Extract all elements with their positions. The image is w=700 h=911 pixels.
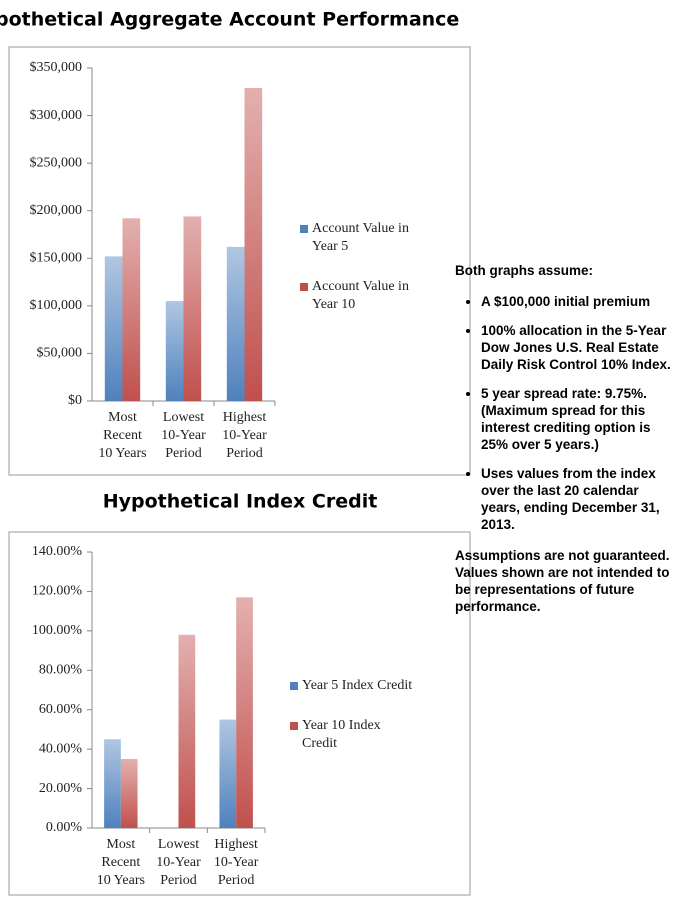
chart-title: Hypothetical Index Credit <box>103 491 378 513</box>
note-bullet: 5 year spread rate: 9.75%. (Maximum spre… <box>481 385 680 453</box>
legend-swatch <box>300 283 308 291</box>
x-tick-label-line: Most <box>106 837 135 852</box>
y-tick-label: 0.00% <box>46 820 83 835</box>
legend-item: Year 5 Index Credit <box>290 677 415 695</box>
x-tick-label-line: Period <box>165 446 202 461</box>
y-tick-label: 80.00% <box>39 663 83 678</box>
x-tick-label-line: Lowest <box>163 410 204 425</box>
legend-label: Account Value in Year 5 <box>312 221 409 254</box>
legend-swatch <box>290 682 298 690</box>
x-tick-label: Highest 10-Year Period <box>222 410 267 461</box>
legend-label: Year 10 Index Credit <box>302 718 381 751</box>
notes: Both graphs assume: A $100,000 initial p… <box>455 262 680 615</box>
legend-item: Account Value in Year 10 <box>300 278 425 314</box>
y-tick-label: $0 <box>68 393 82 408</box>
y-tick-label: $150,000 <box>30 251 83 266</box>
legend-label: Account Value in Year 10 <box>312 279 409 312</box>
x-tick-label-line: 10 Years <box>97 873 145 888</box>
bar <box>178 634 196 828</box>
y-tick-label: 40.00% <box>39 741 83 756</box>
bar <box>165 301 184 401</box>
legend-item: Account Value in Year 5 <box>300 220 425 256</box>
y-tick-label: $200,000 <box>30 203 83 218</box>
x-tick-label-line: Period <box>226 446 263 461</box>
y-tick-label: 100.00% <box>32 623 83 638</box>
x-tick-label-line: Highest <box>214 837 258 852</box>
x-tick-label: Lowest 10-Year Period <box>156 837 201 888</box>
x-tick-label: Lowest 10-Year Period <box>161 410 206 461</box>
x-tick-label-line: Recent <box>101 855 140 870</box>
chart-frame <box>8 46 471 476</box>
y-tick-label: $50,000 <box>37 346 83 361</box>
bar <box>122 218 141 401</box>
bar <box>226 246 245 401</box>
legend-swatch <box>290 722 298 730</box>
legend-swatch <box>300 225 308 233</box>
y-tick-label: $250,000 <box>30 155 83 170</box>
y-tick-label: 140.00% <box>32 544 83 559</box>
x-tick-label: Highest 10-Year Period <box>214 837 259 888</box>
notes-list: A $100,000 initial premium 100% allocatio… <box>455 293 680 533</box>
x-tick-label-line: Period <box>160 873 197 888</box>
y-tick-label: $100,000 <box>30 298 83 313</box>
x-tick-label: Most Recent 10 Years <box>98 410 146 461</box>
bar <box>104 739 121 828</box>
bar <box>104 256 123 401</box>
bar <box>120 759 138 828</box>
note-bullet: Uses values from the index over the last… <box>481 465 680 533</box>
x-tick-label-line: Period <box>218 873 255 888</box>
chart-title: Hypothetical Aggregate Account Performan… <box>0 9 459 31</box>
legend: Year 5 Index Credit Year 10 Index Credit <box>290 677 415 775</box>
y-tick-label: 120.00% <box>32 584 83 599</box>
legend: Account Value in Year 5 Account Value in … <box>300 220 425 336</box>
note-bullet: A $100,000 initial premium <box>481 293 680 310</box>
x-tick-label-line: 10-Year <box>156 855 201 870</box>
x-tick-label-line: 10 Years <box>98 446 146 461</box>
x-tick-label: Most Recent 10 Years <box>97 837 145 888</box>
chart-frame <box>8 531 471 896</box>
notes-heading: Both graphs assume: <box>455 263 594 278</box>
bar <box>183 216 202 401</box>
bar <box>244 87 263 401</box>
notes-footer: Assumptions are not guaranteed. Values s… <box>455 548 670 614</box>
x-tick-label-line: Recent <box>103 428 142 443</box>
x-tick-label-line: Highest <box>223 410 267 425</box>
legend-item: Year 10 Index Credit <box>290 717 415 753</box>
y-tick-label: 60.00% <box>39 702 83 717</box>
x-tick-label-line: 10-Year <box>161 428 206 443</box>
y-tick-label: $300,000 <box>30 108 83 123</box>
x-tick-label-line: 10-Year <box>214 855 259 870</box>
y-tick-label: $350,000 <box>30 60 83 75</box>
bar <box>219 719 237 828</box>
note-bullet: 100% allocation in the 5-Year Dow Jones … <box>481 322 680 373</box>
x-tick-label-line: Lowest <box>158 837 199 852</box>
legend-label: Year 5 Index Credit <box>302 678 413 693</box>
x-tick-label-line: 10-Year <box>222 428 267 443</box>
bar <box>236 597 253 828</box>
x-tick-label-line: Most <box>108 410 137 425</box>
y-tick-label: 20.00% <box>39 781 83 796</box>
